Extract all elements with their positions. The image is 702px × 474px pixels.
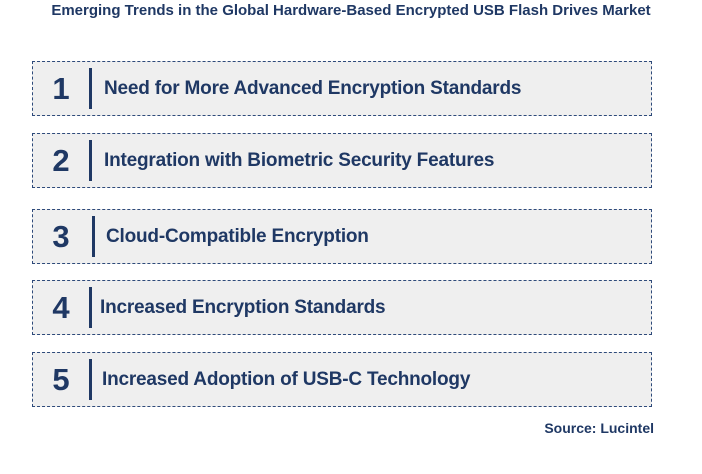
trend-item-2: 2 Integration with Biometric Security Fe… (32, 133, 652, 188)
trend-item-1: 1 Need for More Advanced Encryption Stan… (32, 61, 652, 116)
trend-divider (89, 140, 92, 181)
trend-number: 1 (52, 70, 70, 106)
trend-divider (89, 287, 92, 328)
trend-label: Increased Encryption Standards (100, 296, 386, 318)
trend-divider (89, 359, 92, 400)
source-note: Source: Lucintel (544, 420, 654, 436)
trend-number: 5 (52, 361, 70, 397)
trend-item-3: 3 Cloud-Compatible Encryption (32, 209, 652, 264)
trend-divider (92, 216, 95, 257)
page-title: Emerging Trends in the Global Hardware-B… (51, 2, 651, 19)
trend-number: 4 (52, 289, 70, 325)
trend-label: Cloud-Compatible Encryption (106, 225, 369, 247)
trend-item-5: 5 Increased Adoption of USB-C Technology (32, 352, 652, 407)
trend-label: Need for More Advanced Encryption Standa… (104, 77, 522, 99)
trend-number: 2 (52, 142, 70, 178)
trend-number: 3 (52, 218, 70, 254)
trend-item-4: 4 Increased Encryption Standards (32, 280, 652, 335)
trend-divider (89, 68, 92, 109)
trend-label: Increased Adoption of USB-C Technology (102, 368, 471, 390)
trend-label: Integration with Biometric Security Feat… (104, 149, 495, 171)
